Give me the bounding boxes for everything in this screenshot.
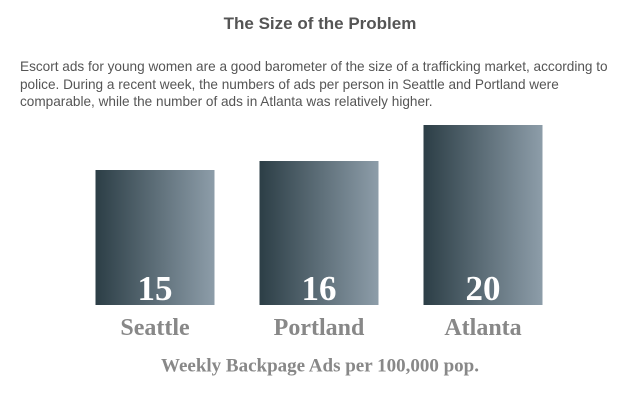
value-label: 15 — [138, 269, 173, 308]
x-axis-label: Weekly Backpage Ads per 100,000 pop. — [161, 355, 479, 376]
x-tick-label: Seattle — [120, 315, 190, 341]
x-tick-label: Portland — [274, 315, 365, 341]
x-tick-label: Atlanta — [444, 315, 521, 341]
bar — [95, 170, 215, 305]
chart-subtitle: Escort ads for young women are a good ba… — [20, 59, 608, 109]
bar — [259, 161, 379, 305]
value-label: 16 — [302, 269, 337, 308]
chart-title: The Size of the Problem — [223, 14, 417, 33]
value-label: 20 — [466, 269, 501, 308]
bar — [423, 125, 543, 305]
